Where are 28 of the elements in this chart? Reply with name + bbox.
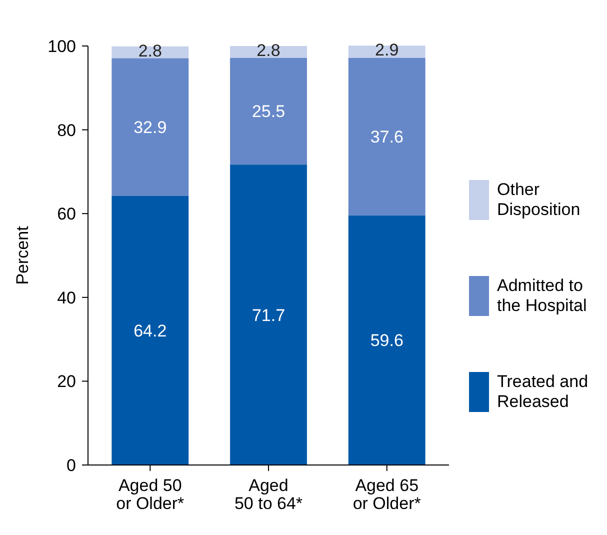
bar [112,58,189,196]
bar [348,58,426,216]
x-tick-label: Aged 65 or Older* [352,476,422,513]
data-label: 59.6 [370,331,404,350]
x-tick-label: Aged 50 or Older* [116,476,185,513]
y-tick-label: 0 [66,456,76,475]
y-tick-label: 60 [57,204,76,224]
data-label: 32.9 [134,118,167,138]
data-label: 2.9 [375,40,399,60]
y-tick-label: 100 [48,37,76,56]
data-label: 71.7 [252,306,286,325]
bar [348,215,426,465]
bar [230,58,307,165]
data-label: 25.5 [252,102,286,122]
data-label: 64.2 [134,322,167,340]
legend-label: Other Disposition [497,180,580,219]
y-tick-label: 20 [57,372,76,392]
legend-label: Treated and Released [497,372,588,411]
y-tick-label: 80 [57,120,76,140]
bar [112,196,189,465]
legend-label: Admitted to the Hospital [497,276,587,315]
x-tick-label: Aged 50 to 64* [234,476,303,513]
data-label: 2.8 [138,41,162,60]
data-label: 2.8 [256,41,280,60]
data-label: 37.6 [370,128,404,147]
y-tick-label: 40 [57,288,76,308]
bar [230,164,307,465]
y-axis-title: Percent [13,226,32,285]
